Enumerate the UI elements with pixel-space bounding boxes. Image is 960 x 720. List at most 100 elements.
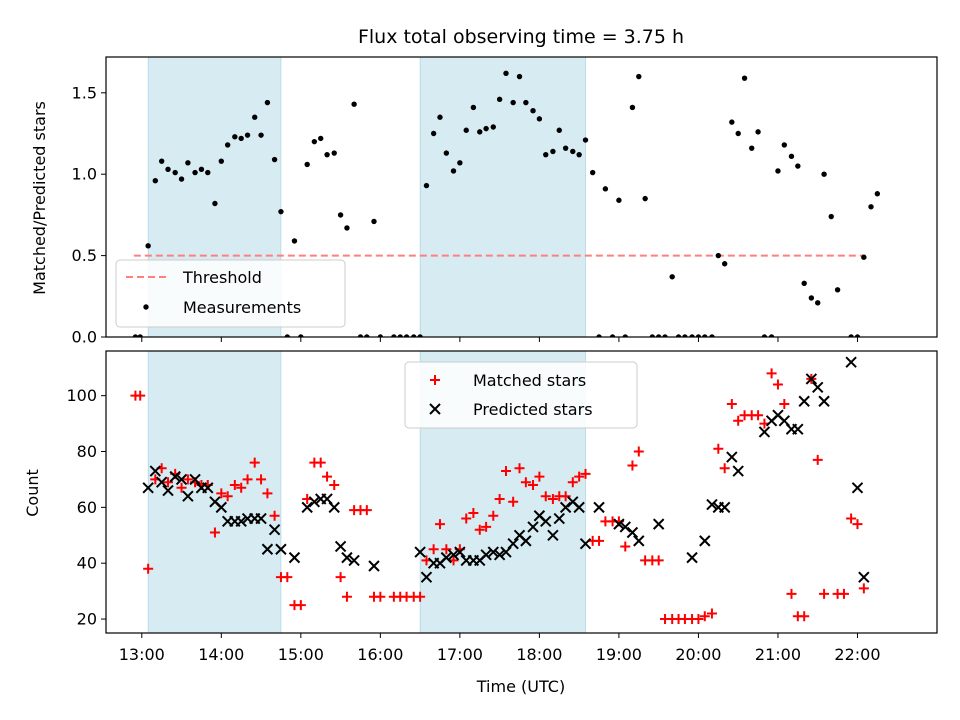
measurement-point <box>821 171 827 177</box>
measurement-point <box>709 334 715 337</box>
predicted-star-marker <box>573 501 585 514</box>
measurement-point <box>662 334 668 337</box>
measurement-point <box>795 163 801 169</box>
measurement-point <box>582 137 589 143</box>
measurement-point <box>854 334 861 337</box>
measurement-point <box>152 178 159 184</box>
measurement-point <box>682 334 688 337</box>
predicted-star-marker <box>255 512 267 525</box>
matched-star-marker <box>547 493 558 504</box>
measurement-point <box>417 334 423 337</box>
matched-star-marker <box>819 588 830 599</box>
predicted-star-marker <box>798 395 810 407</box>
measurement-point <box>768 334 775 337</box>
matched-star-marker <box>528 480 539 491</box>
matched-star-marker <box>520 477 531 488</box>
measurement-point <box>609 334 616 337</box>
top-y-axis-label: Matched/Predicted stars <box>30 101 49 295</box>
matched-star-marker <box>753 410 764 421</box>
measurement-point <box>232 134 238 140</box>
top-plot-panel: 0.0 0.5 1.0 1.5 Threshold Measurements <box>72 56 938 347</box>
x-tick-label: 20:00 <box>675 645 721 664</box>
x-tick-label: 21:00 <box>755 645 801 664</box>
matched-star-marker <box>415 591 426 602</box>
predicted-star-marker <box>699 535 711 547</box>
predicted-star-marker <box>162 484 174 497</box>
matched-star-marker <box>262 488 273 499</box>
measurement-point <box>523 99 529 106</box>
matched-star-marker <box>500 466 511 477</box>
matched-star-marker <box>812 454 823 465</box>
bottom-legend: Matched stars Predicted stars <box>404 361 638 429</box>
measurement-point <box>781 142 788 148</box>
measurement-point <box>165 166 171 173</box>
matched-star-marker <box>176 482 187 493</box>
y-tick-label: 100 <box>66 386 97 405</box>
matched-star-marker <box>143 563 154 574</box>
predicted-star-marker <box>189 473 201 486</box>
matched-star-marker <box>329 480 340 491</box>
measurement-point <box>324 151 330 158</box>
measurement-point <box>318 135 324 142</box>
measurement-point <box>629 104 636 111</box>
legend-predicted-swatch <box>429 403 441 415</box>
measurement-point <box>729 119 735 125</box>
measurement-point <box>655 334 662 337</box>
measurement-point <box>450 168 457 174</box>
predicted-star-marker <box>812 381 824 394</box>
matched-star-marker <box>540 491 551 502</box>
measurement-point <box>808 295 815 301</box>
measurement-point <box>483 125 489 132</box>
measurement-point <box>132 334 139 337</box>
predicted-star-marker <box>341 551 353 564</box>
x-tick-label: 14:00 <box>198 645 244 664</box>
y-tick-label: 1.5 <box>72 83 97 102</box>
matched-star-marker <box>693 614 704 625</box>
measurement-point <box>562 145 569 151</box>
x-tick-label: 22:00 <box>834 645 880 664</box>
legend-matched-swatch <box>430 375 440 385</box>
measurement-point <box>735 130 741 137</box>
measurement-point <box>423 182 430 189</box>
measurement-point <box>145 243 151 249</box>
predicted-star-marker <box>182 490 194 502</box>
bottom-y-axis-label: Count <box>23 469 42 517</box>
legend-measurement-label: Measurements <box>183 298 301 317</box>
predicted-star-marker <box>301 501 313 514</box>
matched-star-marker <box>726 399 737 410</box>
matched-star-marker <box>375 591 386 602</box>
measurement-point <box>198 166 205 173</box>
measurement-point <box>244 132 251 138</box>
matched-star-marker <box>772 379 783 390</box>
measurement-point <box>137 334 143 337</box>
matched-star-marker <box>135 390 146 401</box>
measurement-point <box>490 124 496 130</box>
measurement-point <box>721 261 728 267</box>
measurement-point <box>815 300 821 306</box>
measurement-point <box>536 116 543 122</box>
matched-star-marker <box>295 600 306 611</box>
measurement-point <box>357 334 364 337</box>
predicted-star-marker <box>706 498 718 511</box>
x-tick-label: 13:00 <box>119 645 165 664</box>
measurement-point <box>252 114 258 120</box>
measurement-point <box>298 334 304 337</box>
measurement-point <box>271 156 278 163</box>
measurement-point <box>834 287 841 293</box>
matched-star-marker <box>315 457 326 468</box>
top-legend: Threshold Measurements <box>115 259 346 328</box>
measurement-point <box>530 108 536 114</box>
measurement-point <box>749 145 755 151</box>
predicted-star-marker <box>626 526 639 539</box>
matched-star-marker <box>481 521 492 532</box>
matched-star-marker <box>846 513 857 524</box>
legend-measurement-swatch <box>143 304 149 310</box>
predicted-star-marker <box>447 549 460 561</box>
measurement-point <box>761 334 768 337</box>
measurement-point <box>801 280 807 286</box>
matched-star-marker <box>361 505 372 516</box>
measurement-point <box>477 129 483 135</box>
measurement-point <box>377 334 384 337</box>
measurement-point <box>443 150 450 156</box>
